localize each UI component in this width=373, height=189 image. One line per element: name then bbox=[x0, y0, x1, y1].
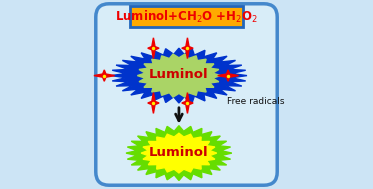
Polygon shape bbox=[137, 54, 220, 97]
Polygon shape bbox=[182, 93, 193, 113]
Polygon shape bbox=[148, 93, 159, 113]
Polygon shape bbox=[182, 38, 193, 59]
Polygon shape bbox=[126, 126, 232, 180]
Text: Luminol+CH$_2$O +H$_2$O$_2$: Luminol+CH$_2$O +H$_2$O$_2$ bbox=[115, 9, 258, 25]
Text: Luminol: Luminol bbox=[149, 68, 209, 81]
Polygon shape bbox=[111, 48, 247, 103]
FancyBboxPatch shape bbox=[96, 4, 277, 185]
Polygon shape bbox=[141, 133, 217, 173]
Text: Luminol: Luminol bbox=[149, 146, 209, 159]
FancyBboxPatch shape bbox=[130, 6, 243, 27]
Polygon shape bbox=[148, 38, 159, 59]
Text: Free radicals: Free radicals bbox=[227, 97, 284, 106]
Polygon shape bbox=[94, 70, 115, 81]
Polygon shape bbox=[218, 70, 238, 81]
